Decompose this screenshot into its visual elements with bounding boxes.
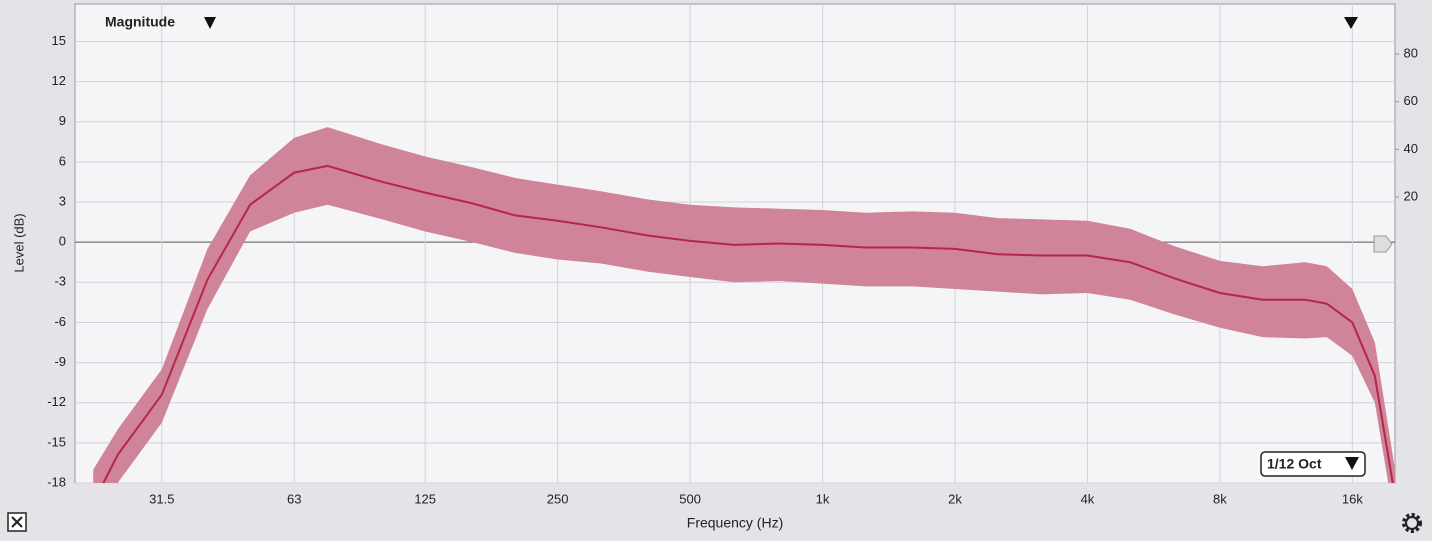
y-tick-label: 3	[59, 193, 66, 208]
y2-tick-label: 20	[1404, 188, 1418, 203]
resolution-menu[interactable]: 1/12 Oct	[1267, 456, 1322, 472]
y-tick-label: -6	[54, 314, 66, 329]
y2-tick-label: 80	[1404, 45, 1418, 60]
x-tick-label: 500	[679, 491, 701, 506]
x-tick-label: 2k	[948, 491, 962, 506]
plot	[93, 127, 1395, 483]
y2-tick-label: 40	[1404, 141, 1418, 156]
x-tick-label: 1k	[816, 491, 830, 506]
close-cross[interactable]	[11, 516, 23, 528]
close-button[interactable]	[7, 512, 27, 532]
menu-arrow[interactable]	[204, 17, 216, 29]
x-tick-label: 8k	[1213, 491, 1227, 506]
y-tick-label: -3	[54, 274, 66, 289]
y-tick-label: -18	[47, 474, 66, 489]
x-tick-label: 125	[414, 491, 436, 506]
resolution-menu-box[interactable]	[1260, 451, 1366, 477]
y-tick-label: 0	[59, 234, 66, 249]
gear-ring[interactable]	[1405, 516, 1419, 530]
x-tick-label: 4k	[1081, 491, 1095, 506]
level-marker[interactable]	[1373, 235, 1393, 253]
y-tick-label: 9	[59, 113, 66, 128]
y-tick-label: -9	[54, 354, 66, 369]
x-tick-label: 63	[287, 491, 301, 506]
gear-teeth[interactable]	[1402, 513, 1422, 533]
top-right-arrow[interactable]	[1344, 17, 1358, 29]
response-line	[102, 164, 1394, 483]
y-tick-label: 6	[59, 153, 66, 168]
y-tick-label: -15	[47, 434, 66, 449]
resolution-arrow[interactable]	[1345, 457, 1359, 470]
y2-tick-label: 60	[1404, 93, 1418, 108]
y-axis-label: Level (dB)	[11, 213, 26, 272]
y-tick-label: 12	[52, 73, 66, 88]
view-menu[interactable]: Magnitude	[105, 14, 175, 30]
x-tick-label: 250	[547, 491, 569, 506]
deviation-band	[93, 127, 1395, 483]
y-tick-label: -12	[47, 394, 66, 409]
x-axis-label: Frequency (Hz)	[687, 515, 783, 531]
x-tick-label: 31.5	[149, 491, 174, 506]
x-tick-label: 16k	[1342, 491, 1363, 506]
y-tick-label: 15	[52, 33, 66, 48]
settings-button[interactable]	[1402, 513, 1422, 533]
